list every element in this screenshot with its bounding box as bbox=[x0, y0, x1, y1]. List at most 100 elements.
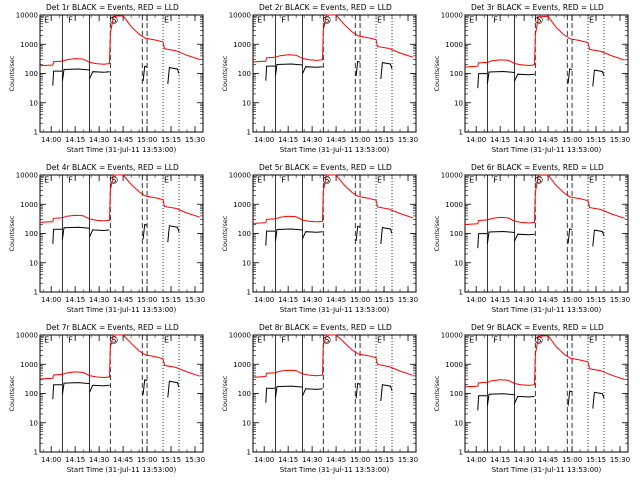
x-tick-label: 14:15 bbox=[490, 456, 510, 464]
series-events bbox=[265, 230, 276, 246]
x-tick-label: 15:15 bbox=[586, 136, 606, 144]
panel-title: Det 1r BLACK = Events, RED = LLD bbox=[46, 3, 179, 12]
series-events bbox=[380, 384, 393, 402]
y-tick-label: 1 bbox=[459, 289, 463, 297]
event-marker-label: S bbox=[324, 176, 329, 185]
x-tick-label: 15:00 bbox=[137, 296, 157, 304]
series-lld bbox=[252, 334, 413, 378]
event-marker-label: S bbox=[111, 16, 116, 25]
x-tick-label: 15:15 bbox=[586, 456, 606, 464]
x-tick-label: 14:30 bbox=[302, 136, 322, 144]
x-tick-label: 15:15 bbox=[374, 296, 394, 304]
x-tick-label: 15:30 bbox=[398, 456, 418, 464]
x-tick-label: 15:15 bbox=[374, 136, 394, 144]
y-axis-label: Counts/sec bbox=[433, 375, 441, 411]
x-axis-label: Start Time (31-Jul-11 13:53:00) bbox=[280, 466, 390, 474]
y-tick-label: 100 bbox=[238, 230, 251, 238]
x-tick-label: 14:30 bbox=[302, 296, 322, 304]
event-marker-label: F bbox=[68, 336, 73, 345]
y-tick-label: 100 bbox=[238, 390, 251, 398]
event-marker-label: E bbox=[589, 176, 594, 185]
series-events bbox=[514, 395, 535, 404]
x-axis-label: Start Time (31-Jul-11 13:53:00) bbox=[67, 146, 177, 154]
event-marker-label: F bbox=[493, 16, 498, 25]
x-tick-label: 14:45 bbox=[113, 136, 133, 144]
panel-det-7: Det 7r BLACK = Events, RED = LLD 1 10 100 10… bbox=[8, 323, 205, 474]
x-axis-label: Start Time (31-Jul-11 13:53:00) bbox=[492, 466, 602, 474]
x-tick-label: 14:15 bbox=[65, 296, 85, 304]
series-events bbox=[167, 225, 180, 243]
x-tick-label: 14:45 bbox=[326, 296, 346, 304]
series-lld bbox=[464, 15, 625, 68]
series-events bbox=[167, 380, 180, 398]
event-marker-label: E bbox=[469, 16, 474, 25]
y-tick-label: 10 bbox=[29, 259, 38, 267]
x-tick-label: 14:15 bbox=[278, 456, 298, 464]
event-marker-label: E bbox=[164, 336, 169, 345]
y-tick-label: 100 bbox=[25, 230, 38, 238]
x-tick-label: 14:00 bbox=[466, 136, 486, 144]
y-tick-label: 1 bbox=[247, 289, 251, 297]
series-events bbox=[52, 384, 63, 400]
y-tick-label: 10000 bbox=[229, 12, 251, 20]
event-marker-circle bbox=[110, 336, 118, 344]
y-tick-label: 1000 bbox=[20, 201, 38, 209]
panel-title: Det 2r BLACK = Events, RED = LLD bbox=[259, 3, 392, 12]
series-events bbox=[52, 70, 63, 86]
series-events bbox=[477, 73, 488, 89]
x-axis-label: Start Time (31-Jul-11 13:53:00) bbox=[280, 146, 390, 154]
series-events bbox=[380, 227, 393, 244]
x-tick-label: 14:15 bbox=[65, 136, 85, 144]
y-axis-label: Counts/sec bbox=[433, 215, 441, 251]
series-events bbox=[477, 233, 488, 249]
series-events bbox=[567, 68, 573, 84]
event-marker-circle bbox=[110, 176, 118, 184]
y-tick-label: 10000 bbox=[16, 172, 38, 180]
event-marker-circle bbox=[323, 336, 331, 344]
x-tick-label: 15:15 bbox=[161, 456, 181, 464]
panel-title: Det 9r BLACK = Events, RED = LLD bbox=[471, 323, 604, 332]
y-tick-label: 10 bbox=[242, 99, 251, 107]
panel-det-8: Det 8r BLACK = Events, RED = LLD 1 10 100 10… bbox=[221, 323, 418, 474]
x-tick-label: 15:00 bbox=[350, 456, 370, 464]
series-events bbox=[567, 390, 573, 406]
y-tick-label: 1000 bbox=[233, 361, 251, 369]
x-tick-label: 14:45 bbox=[113, 456, 133, 464]
y-tick-label: 10 bbox=[29, 99, 38, 107]
plot-frame bbox=[39, 174, 204, 293]
series-events bbox=[355, 60, 361, 77]
y-tick-label: 1000 bbox=[233, 201, 251, 209]
event-marker-label: E bbox=[257, 176, 262, 185]
y-tick-label: 1000 bbox=[445, 361, 463, 369]
y-axis-label: Counts/sec bbox=[433, 55, 441, 91]
x-tick-label: 14:15 bbox=[278, 136, 298, 144]
y-tick-label: 1 bbox=[34, 449, 38, 457]
y-axis-label: Counts/sec bbox=[8, 55, 16, 91]
x-tick-label: 14:30 bbox=[514, 136, 534, 144]
x-tick-label: 14:30 bbox=[514, 296, 534, 304]
event-marker-label: E bbox=[257, 16, 262, 25]
series-lld bbox=[252, 174, 413, 224]
y-tick-label: 100 bbox=[450, 230, 463, 238]
event-marker-label: E bbox=[589, 336, 594, 345]
panel-title: Det 3r BLACK = Events, RED = LLD bbox=[471, 3, 604, 12]
y-tick-label: 10000 bbox=[16, 12, 38, 20]
series-events bbox=[89, 71, 110, 80]
y-tick-label: 1000 bbox=[445, 201, 463, 209]
x-tick-label: 15:15 bbox=[161, 296, 181, 304]
y-tick-label: 1 bbox=[247, 449, 251, 457]
panel-title: Det 7r BLACK = Events, RED = LLD bbox=[46, 323, 179, 332]
panel-det-2: Det 2r BLACK = Events, RED = LLD 1 10 100 10… bbox=[221, 3, 418, 154]
x-axis-label: Start Time (31-Jul-11 13:53:00) bbox=[67, 306, 177, 314]
event-marker-label: E bbox=[44, 16, 49, 25]
x-tick-label: 14:15 bbox=[278, 296, 298, 304]
x-tick-label: 15:30 bbox=[398, 136, 418, 144]
y-tick-label: 10000 bbox=[229, 332, 251, 340]
event-marker-label: E bbox=[44, 336, 49, 345]
x-tick-label: 14:30 bbox=[89, 296, 109, 304]
panel-title: Det 4r BLACK = Events, RED = LLD bbox=[46, 163, 179, 172]
y-tick-label: 1 bbox=[459, 129, 463, 137]
series-lld bbox=[464, 174, 625, 225]
event-marker-label: S bbox=[536, 16, 541, 25]
